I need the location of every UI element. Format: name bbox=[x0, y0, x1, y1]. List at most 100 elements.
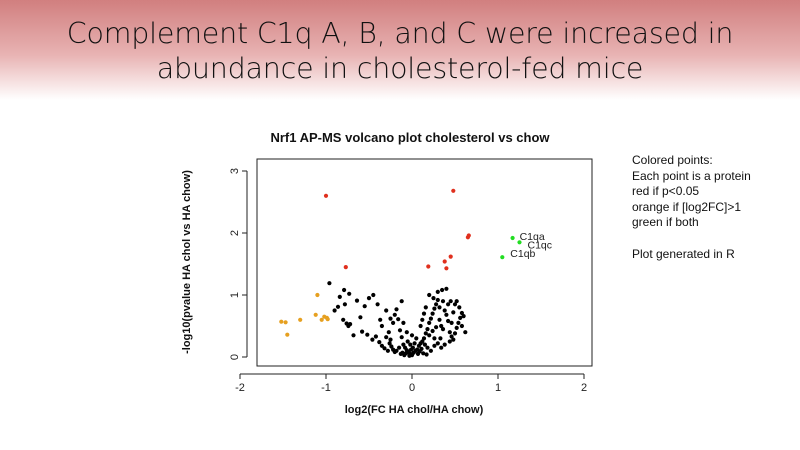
data-point-black bbox=[405, 339, 410, 344]
x-tick-label: 1 bbox=[495, 382, 501, 394]
data-point-black bbox=[454, 325, 459, 330]
data-point-orange bbox=[325, 317, 330, 322]
data-point-black bbox=[391, 320, 396, 325]
data-point-black bbox=[391, 347, 396, 352]
data-point-black bbox=[449, 320, 454, 325]
chart-title: Nrf1 AP-MS volcano plot cholesterol vs c… bbox=[270, 130, 550, 145]
data-point-black bbox=[420, 317, 425, 322]
data-point-black bbox=[327, 281, 332, 286]
data-point-black bbox=[428, 348, 433, 353]
data-point-black bbox=[387, 341, 392, 346]
data-point-orange bbox=[319, 317, 324, 322]
data-point-black bbox=[431, 296, 436, 301]
x-tick-label: 0 bbox=[409, 382, 415, 394]
data-point-black bbox=[342, 302, 347, 307]
data-point-orange bbox=[313, 312, 318, 317]
data-point-red bbox=[442, 259, 447, 264]
note-line: orange if [log2FC]>1 bbox=[632, 199, 742, 214]
data-point-black bbox=[437, 317, 442, 322]
data-point-black bbox=[388, 316, 393, 321]
data-point-black bbox=[379, 343, 384, 348]
data-point-black bbox=[440, 299, 446, 304]
data-point-black bbox=[434, 302, 439, 307]
y-tick-label: 2 bbox=[229, 230, 241, 236]
notes-group-legend: Colored points: Each point is a protein re… bbox=[632, 153, 751, 231]
data-point-black bbox=[461, 314, 466, 319]
data-point-black bbox=[427, 320, 432, 325]
data-point-black bbox=[412, 341, 417, 346]
data-point-black bbox=[388, 337, 393, 342]
data-point-black bbox=[437, 305, 442, 310]
data-point-green bbox=[500, 255, 505, 260]
data-point-black bbox=[382, 346, 387, 351]
data-point-black bbox=[396, 317, 401, 322]
data-point-black bbox=[459, 323, 464, 329]
x-tick-label: -2 bbox=[235, 382, 245, 394]
notes-spacer bbox=[632, 231, 751, 247]
data-point-red bbox=[426, 264, 431, 269]
y-tick-label: 0 bbox=[229, 354, 241, 360]
slide-title-line-2: abundance in cholesterol-fed mice bbox=[156, 52, 644, 85]
data-point-red bbox=[323, 193, 329, 198]
data-point-black bbox=[407, 353, 412, 358]
data-point-black bbox=[409, 333, 415, 338]
data-point-black bbox=[439, 323, 444, 329]
slide-title: Complement C1q A, B, and C were increase… bbox=[0, 16, 800, 86]
data-point-black bbox=[424, 352, 429, 357]
note-line: Colored points: bbox=[632, 153, 713, 167]
data-point-black bbox=[435, 341, 440, 346]
data-point-black bbox=[418, 323, 423, 329]
data-point-black bbox=[446, 318, 451, 324]
data-point-black bbox=[362, 304, 367, 309]
data-point-black bbox=[394, 307, 399, 312]
data-point-black bbox=[373, 334, 378, 339]
data-point-black bbox=[458, 315, 463, 320]
data-point-black bbox=[351, 333, 356, 338]
data-point-black bbox=[463, 330, 468, 335]
data-point-black bbox=[332, 308, 337, 313]
data-point-black bbox=[425, 345, 430, 350]
data-point-black bbox=[408, 342, 413, 347]
y-axis-label: -log10(pvalue HA chol vs HA chow) bbox=[181, 170, 193, 354]
data-point-black bbox=[348, 322, 353, 327]
data-point-black bbox=[434, 325, 439, 330]
data-point-black bbox=[448, 299, 453, 304]
data-point-black bbox=[442, 308, 447, 313]
data-point-orange bbox=[283, 320, 288, 325]
data-point-black bbox=[377, 340, 382, 345]
data-point-black bbox=[370, 337, 375, 342]
data-point-black bbox=[430, 328, 435, 334]
data-point-black bbox=[435, 297, 440, 303]
note-line: green if both bbox=[632, 215, 699, 230]
data-point-red bbox=[465, 235, 470, 240]
data-point-black bbox=[440, 287, 445, 293]
data-point-red bbox=[444, 266, 449, 271]
data-point-black bbox=[397, 328, 403, 333]
data-point-black bbox=[409, 347, 414, 352]
data-point-black bbox=[398, 351, 403, 356]
y-tick-label: 3 bbox=[229, 168, 241, 174]
notes-group-source: Plot generated in R bbox=[632, 247, 751, 263]
data-point-black bbox=[435, 289, 440, 294]
data-point-black bbox=[384, 308, 389, 313]
data-point-black bbox=[447, 339, 452, 344]
x-tick-label: 2 bbox=[581, 382, 587, 394]
data-point-black bbox=[427, 292, 432, 298]
data-point-black bbox=[451, 310, 456, 315]
data-point-black bbox=[447, 330, 452, 335]
data-point-black bbox=[432, 336, 437, 341]
data-point-black bbox=[440, 327, 446, 332]
data-point-black bbox=[459, 310, 464, 316]
data-point-black bbox=[389, 344, 394, 349]
data-point-black bbox=[378, 317, 383, 322]
note-line: red if p<0.05 bbox=[632, 184, 700, 199]
data-point-black bbox=[354, 298, 360, 303]
note-line: Plot generated in R bbox=[632, 246, 735, 261]
data-point-black bbox=[452, 302, 458, 307]
data-point-black bbox=[379, 323, 384, 329]
data-point-black bbox=[358, 315, 363, 320]
title-banner bbox=[0, 0, 800, 100]
data-point-red bbox=[451, 188, 456, 193]
data-point-black bbox=[422, 342, 427, 347]
